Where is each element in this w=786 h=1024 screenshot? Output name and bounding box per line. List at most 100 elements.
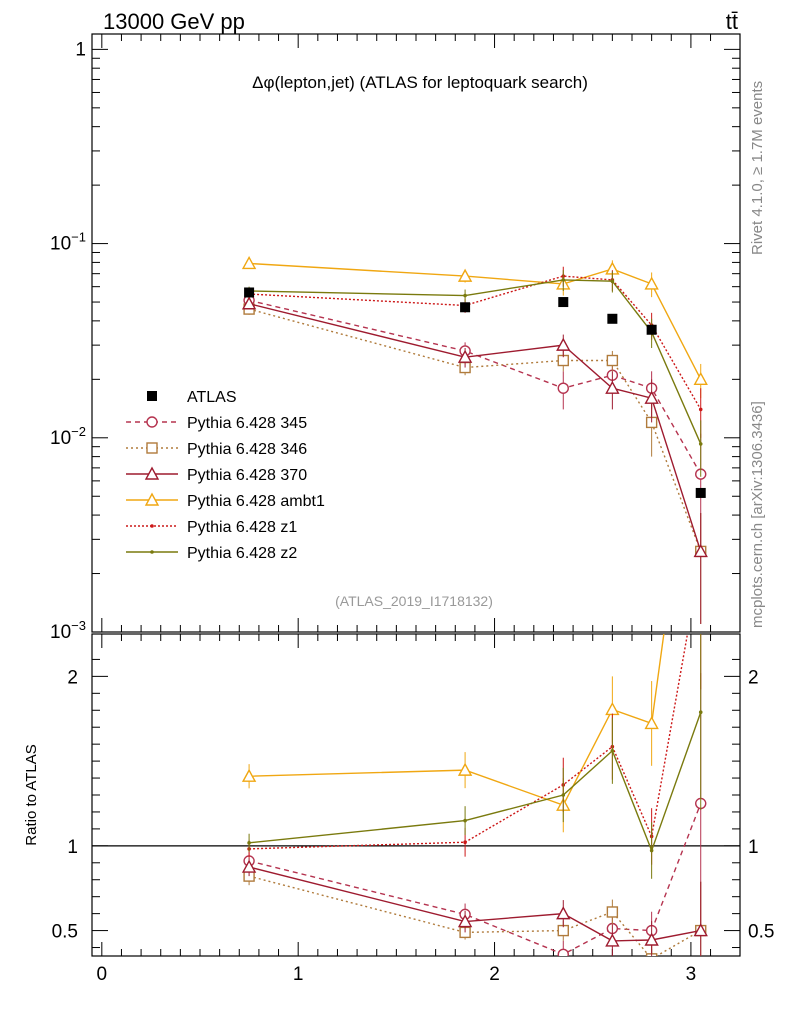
legend-label-pythia-6-428-z2: Pythia 6.428 z2	[187, 545, 297, 562]
point-pythia-6-428-z2	[561, 278, 566, 282]
point-pythia-6-428-z2	[463, 293, 467, 298]
y-tick-label: 10−2	[50, 424, 86, 449]
legend-marker-atlas	[147, 391, 157, 401]
ratio-point-pythia-6-428-z1	[463, 840, 467, 845]
legend-marker-pythia-6-428-ambt1	[144, 492, 160, 506]
series-pythia-6-428-ambt1	[241, 256, 708, 399]
ratio-point-pythia-6-428-370	[241, 859, 257, 873]
x-tick-label: 3	[686, 964, 697, 985]
ratio-plot-frame	[91, 633, 741, 957]
point-atlas	[695, 487, 706, 498]
point-atlas	[244, 287, 255, 298]
point-pythia-6-428-370	[556, 337, 571, 351]
series-line-pythia-6-428-z1	[249, 275, 702, 410]
legend-marker-pythia-6-428-345	[146, 416, 158, 428]
series-atlas	[244, 287, 706, 498]
legend-marker-pythia-6-428-z1	[150, 524, 154, 528]
ratio-series-pythia-6-428-z2	[247, 634, 703, 879]
point-atlas	[607, 313, 618, 324]
point-pythia-6-428-370	[605, 380, 620, 394]
ratio-y-tick-label-right: 0.5	[748, 922, 774, 943]
ratio-line-pythia-6-428-ambt1	[249, 634, 665, 807]
legend-marker-pythia-6-428-346	[146, 442, 158, 454]
rivet-label: Rivet 4.1.0, ≥ 1.7M events	[749, 81, 766, 255]
legend-label-pythia-6-428-370: Pythia 6.428 370	[187, 467, 307, 484]
ratio-point-pythia-6-428-ambt1	[457, 762, 473, 776]
header-right-label: tt̄	[726, 9, 738, 34]
main-plot-frame	[91, 33, 741, 633]
y-tick-label: 10−1	[50, 230, 86, 255]
point-pythia-6-428-ambt1	[644, 276, 659, 290]
point-pythia-6-428-370	[693, 543, 708, 558]
analysis-id: (ATLAS_2019_I1718132)	[335, 593, 493, 609]
point-atlas	[558, 297, 569, 308]
point-pythia-6-428-ambt1	[241, 256, 257, 270]
ratio-point-pythia-6-428-z2	[698, 710, 703, 715]
ratio-point-pythia-6-428-ambt1	[644, 715, 659, 730]
point-pythia-6-428-ambt1	[693, 371, 708, 386]
axes: 1 10−1 10−2 10−3	[50, 34, 740, 643]
ratio-line-pythia-6-428-346	[248, 875, 702, 956]
ratio-point-pythia-6-428-ambt1	[605, 701, 620, 716]
legend-marker-pythia-6-428-370	[144, 466, 160, 480]
legend: ATLAS Pythia 6.428 345 Pythia 6.428 346 Pyt…	[126, 389, 325, 562]
ratio-point-pythia-6-428-z2	[610, 748, 615, 753]
legend-label-pythia-6-428-ambt1: Pythia 6.428 ambt1	[187, 493, 325, 510]
ratio-axes: 0 1 2 3 0.5 0.5 1 1 2 2	[52, 634, 774, 985]
series-pythia-6-428-370	[241, 296, 708, 624]
point-pythia-6-428-346	[606, 354, 619, 367]
point-pythia-6-428-370	[644, 390, 659, 404]
ratio-line-pythia-6-428-z1	[249, 634, 689, 850]
y-tick-label: 10−3	[50, 618, 86, 643]
ratio-point-pythia-6-428-z2	[649, 848, 654, 853]
point-atlas	[460, 302, 471, 313]
ratio-point-pythia-6-428-370	[693, 923, 708, 937]
ratio-y-tick-label: 2	[67, 667, 78, 688]
legend-label-atlas: ATLAS	[187, 389, 237, 406]
ratio-y-tick-label: 1	[67, 837, 78, 858]
legend-label-pythia-6-428-z1: Pythia 6.428 z1	[187, 519, 297, 536]
legend-label-pythia-6-428-345: Pythia 6.428 345	[187, 415, 307, 432]
point-pythia-6-428-z1	[698, 407, 703, 412]
point-atlas	[646, 324, 657, 335]
ratio-line-pythia-6-428-370	[248, 866, 701, 942]
ratio-line-pythia-6-428-z2	[249, 711, 702, 853]
x-tick-label: 2	[489, 964, 500, 985]
ratio-series-pythia-6-428-ambt1	[241, 634, 665, 833]
ratio-y-tick-label-right: 2	[748, 667, 759, 688]
ratio-series-pythia-6-428-370	[241, 857, 708, 956]
ratio-series-group	[241, 634, 708, 956]
series-group	[241, 256, 708, 624]
ratio-line-pythia-6-428-345	[248, 803, 702, 956]
x-tick-label: 1	[293, 964, 304, 985]
ratio-ylabel: Ratio to ATLAS	[23, 744, 40, 845]
header-left-label: 13000 GeV pp	[103, 9, 245, 34]
point-pythia-6-428-z2	[698, 442, 703, 446]
ratio-point-pythia-6-428-z2	[561, 793, 566, 797]
ratio-point-pythia-6-428-370	[457, 914, 473, 928]
series-line-pythia-6-428-370	[248, 303, 702, 552]
ratio-point-pythia-6-428-346	[606, 906, 619, 918]
ratio-point-pythia-6-428-370	[644, 932, 659, 946]
site-label: mcplots.cern.ch [arXiv:1306.3436]	[749, 401, 766, 628]
point-pythia-6-428-370	[241, 296, 257, 310]
point-pythia-6-428-ambt1	[457, 268, 473, 282]
series-line-pythia-6-428-z2	[249, 279, 702, 445]
ratio-point-pythia-6-428-345	[557, 948, 569, 956]
chart-title: Δφ(lepton,jet) (ATLAS for leptoquark sea…	[252, 73, 588, 92]
point-pythia-6-428-370	[457, 349, 473, 363]
series-pythia-6-428-346	[243, 303, 707, 624]
series-line-pythia-6-428-346	[248, 308, 702, 552]
ratio-point-pythia-6-428-370	[556, 906, 571, 920]
series-line-pythia-6-428-345	[248, 299, 702, 475]
ratio-y-tick-label: 0.5	[52, 922, 78, 943]
point-pythia-6-428-z2	[610, 279, 615, 284]
legend-label-pythia-6-428-346: Pythia 6.428 346	[187, 441, 307, 458]
ratio-point-pythia-6-428-370	[605, 933, 620, 947]
series-pythia-6-428-z2	[247, 270, 703, 477]
x-tick-label: 0	[97, 964, 108, 985]
point-pythia-6-428-345	[557, 382, 569, 394]
y-tick-label: 1	[75, 39, 86, 60]
legend-marker-pythia-6-428-z2	[150, 550, 154, 554]
